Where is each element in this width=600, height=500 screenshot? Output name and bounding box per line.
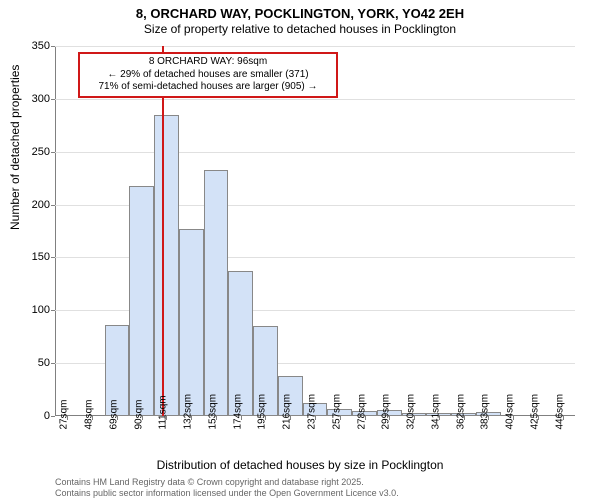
- footer-text: Contains HM Land Registry data © Crown c…: [55, 477, 399, 498]
- ytick-label: 200: [20, 199, 50, 211]
- ytick-mark: [51, 363, 55, 364]
- chart-title: 8, ORCHARD WAY, POCKLINGTON, YORK, YO42 …: [0, 6, 600, 22]
- ytick-mark: [51, 416, 55, 417]
- footer-line-1: Contains HM Land Registry data © Crown c…: [55, 477, 399, 487]
- ytick-label: 100: [20, 304, 50, 316]
- x-axis-label: Distribution of detached houses by size …: [0, 458, 600, 472]
- ytick-label: 350: [20, 40, 50, 52]
- reference-line: [162, 46, 164, 416]
- y-axis-line: [55, 46, 56, 416]
- histogram-bar: [154, 115, 179, 416]
- plot-area: [55, 46, 575, 416]
- callout-box: 8 ORCHARD WAY: 96sqm← 29% of detached ho…: [78, 52, 338, 98]
- histogram-bar: [179, 229, 204, 416]
- ytick-mark: [51, 205, 55, 206]
- ytick-label: 300: [20, 93, 50, 105]
- ytick-label: 250: [20, 146, 50, 158]
- ytick-mark: [51, 257, 55, 258]
- callout-line: 71% of semi-detached houses are larger (…: [86, 81, 330, 94]
- gridline: [55, 99, 575, 100]
- histogram-bar: [129, 186, 154, 416]
- gridline: [55, 46, 575, 47]
- ytick-mark: [51, 46, 55, 47]
- callout-line: 8 ORCHARD WAY: 96sqm: [86, 56, 330, 69]
- footer-line-2: Contains public sector information licen…: [55, 488, 399, 498]
- callout-line: ← 29% of detached houses are smaller (37…: [86, 69, 330, 82]
- ytick-label: 0: [20, 410, 50, 422]
- ytick-mark: [51, 99, 55, 100]
- chart-container: 8, ORCHARD WAY, POCKLINGTON, YORK, YO42 …: [0, 0, 600, 500]
- ytick-label: 50: [20, 357, 50, 369]
- plot: [55, 46, 575, 416]
- histogram-bar: [204, 170, 229, 416]
- ytick-mark: [51, 310, 55, 311]
- ytick-label: 150: [20, 251, 50, 263]
- gridline: [55, 152, 575, 153]
- ytick-mark: [51, 152, 55, 153]
- title-block: 8, ORCHARD WAY, POCKLINGTON, YORK, YO42 …: [0, 0, 600, 36]
- chart-subtitle: Size of property relative to detached ho…: [0, 22, 600, 36]
